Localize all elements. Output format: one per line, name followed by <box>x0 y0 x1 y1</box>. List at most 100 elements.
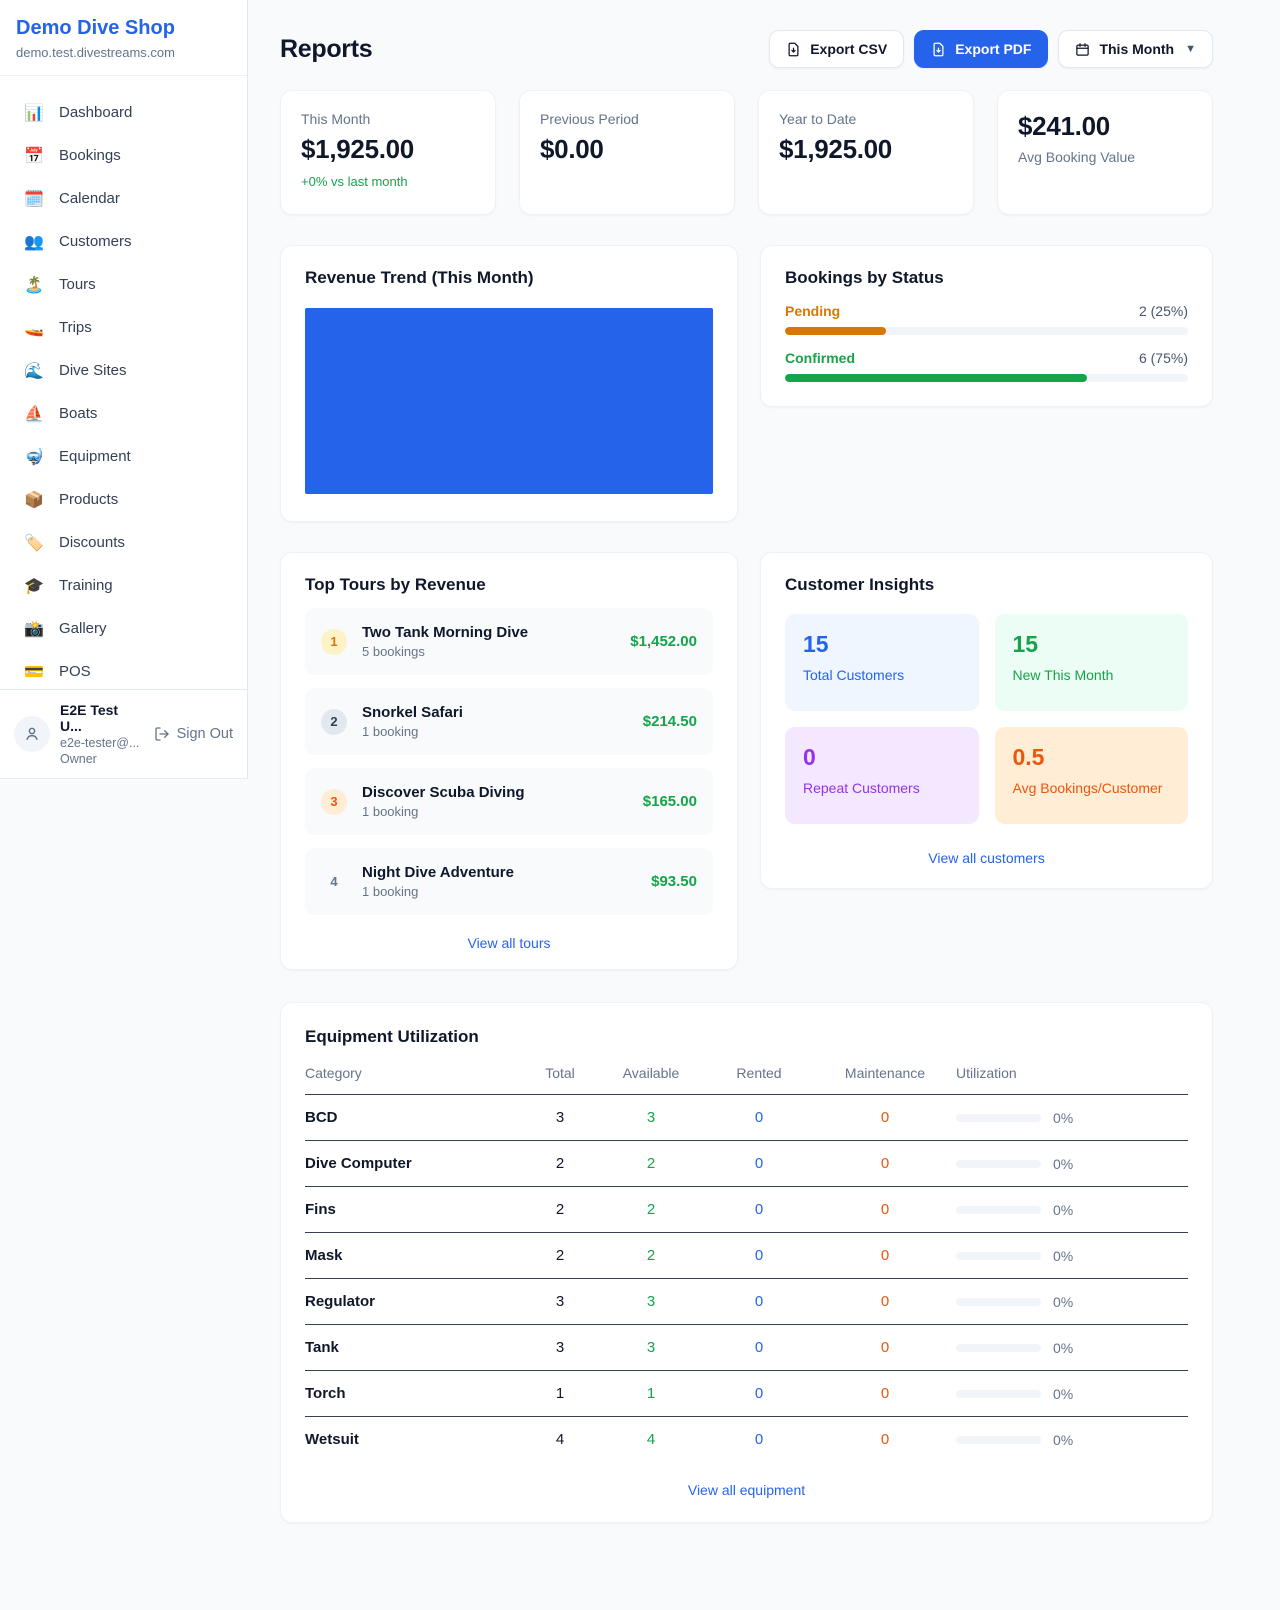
top-tours-card: Top Tours by Revenue 1 Two Tank Morning … <box>280 552 738 970</box>
avatar <box>14 716 50 752</box>
sign-out-label: Sign Out <box>176 726 233 742</box>
equipment-maintenance: 0 <box>880 1431 890 1448</box>
export-csv-button[interactable]: Export CSV <box>769 30 905 68</box>
stat-value: $241.00 <box>1018 111 1110 141</box>
status-label: Pending <box>785 303 841 319</box>
sidebar-item-label: Gallery <box>59 620 107 637</box>
sidebar-nav: 📊 Dashboard 📅 Bookings 🗓️ Calendar 👥 Custome… <box>0 76 247 704</box>
equipment-available: 4 <box>646 1431 656 1448</box>
header-actions: Export CSV Export PDF This Month ▼ <box>769 30 1213 68</box>
equipment-maintenance: 0 <box>880 1339 890 1356</box>
insights-row: Top Tours by Revenue 1 Two Tank Morning … <box>280 552 1213 970</box>
equipment-total: 4 <box>555 1431 565 1448</box>
equipment-rented: 0 <box>754 1339 764 1356</box>
charts-row: Revenue Trend (This Month) Bookings by S… <box>280 245 1213 522</box>
utilization-cell: 0% <box>956 1202 1188 1218</box>
graduation-cap-icon: 🎓 <box>24 577 44 595</box>
equipment-maintenance: 0 <box>880 1201 890 1218</box>
tile-value: 0 <box>803 744 816 770</box>
stats-row: This Month $1,925.00 +0% vs last month P… <box>280 90 1213 215</box>
sidebar-item-label: Bookings <box>59 147 121 164</box>
wave-icon: 🌊 <box>24 362 44 380</box>
table-row: Dive Computer 2 2 0 0 0% <box>305 1141 1188 1187</box>
credit-card-icon: 💳 <box>24 663 44 681</box>
stat-label: This Month <box>301 111 371 127</box>
sidebar-item-dive-sites[interactable]: 🌊 Dive Sites <box>12 349 235 392</box>
sidebar-item-pos[interactable]: 💳 POS <box>12 650 235 693</box>
view-all-tours-link[interactable]: View all tours <box>467 935 551 951</box>
view-all-customers-link[interactable]: View all customers <box>928 850 1045 866</box>
sidebar-item-discounts[interactable]: 🏷️ Discounts <box>12 521 235 564</box>
revenue-trend-title: Revenue Trend (This Month) <box>305 268 534 287</box>
customer-insights-title: Customer Insights <box>785 575 935 594</box>
sidebar-item-trips[interactable]: 🚤 Trips <box>12 306 235 349</box>
stat-card-this-month: This Month $1,925.00 +0% vs last month <box>280 90 496 215</box>
export-csv-label: Export CSV <box>810 41 888 57</box>
export-pdf-button[interactable]: Export PDF <box>914 30 1049 68</box>
sidebar-item-gallery[interactable]: 📸 Gallery <box>12 607 235 650</box>
sidebar-item-tours[interactable]: 🏝️ Tours <box>12 263 235 306</box>
sidebar-item-bookings[interactable]: 📅 Bookings <box>12 134 235 177</box>
sidebar-item-customers[interactable]: 👥 Customers <box>12 220 235 263</box>
bookings-by-status-card: Bookings by Status Pending 2 (25%) Confi… <box>760 245 1213 407</box>
rank-badge: 3 <box>321 788 347 815</box>
sidebar-item-boats[interactable]: ⛵ Boats <box>12 392 235 435</box>
tour-row: 2 Snorkel Safari 1 booking $214.50 <box>305 688 713 755</box>
table-row: Wetsuit 4 4 0 0 0% <box>305 1417 1188 1462</box>
sidebar-item-equipment[interactable]: 🤿 Equipment <box>12 435 235 478</box>
tile-total-customers: 15 Total Customers <box>785 614 979 711</box>
utilization-cell: 0% <box>956 1248 1188 1264</box>
user-info: E2E Test U... e2e-tester@... Owner <box>60 702 144 766</box>
tour-name: Discover Scuba Diving <box>362 784 525 801</box>
tile-new-this-month: 15 New This Month <box>994 614 1188 711</box>
column-header: Rented <box>736 1065 782 1081</box>
sidebar-user-area: E2E Test U... e2e-tester@... Owner Sign … <box>0 689 247 778</box>
utilization-cell: 0% <box>956 1156 1188 1172</box>
utilization-bar-track <box>956 1297 1041 1306</box>
package-icon: 📦 <box>24 491 44 509</box>
user-role: Owner <box>60 752 97 766</box>
equipment-category: Wetsuit <box>305 1431 359 1448</box>
column-header: Available <box>622 1065 680 1081</box>
table-row: Torch 1 1 0 0 0% <box>305 1371 1188 1417</box>
table-row: BCD 3 3 0 0 0% <box>305 1095 1188 1141</box>
tag-icon: 🏷️ <box>24 534 44 552</box>
table-row: Fins 2 2 0 0 0% <box>305 1187 1188 1233</box>
calendar-icon <box>1076 42 1090 56</box>
utilization-percent: 0% <box>1053 1247 1074 1264</box>
export-pdf-label: Export PDF <box>955 41 1032 57</box>
person-icon <box>26 727 38 740</box>
utilization-cell: 0% <box>956 1110 1188 1126</box>
equipment-available: 3 <box>646 1109 656 1126</box>
revenue-trend-card: Revenue Trend (This Month) <box>280 245 738 522</box>
rank-badge: 1 <box>321 628 347 655</box>
sidebar-item-training[interactable]: 🎓 Training <box>12 564 235 607</box>
view-all-equipment-link[interactable]: View all equipment <box>687 1482 806 1498</box>
rank-badge: 2 <box>321 708 347 735</box>
column-header: Total <box>545 1065 575 1081</box>
equipment-rented: 0 <box>754 1385 764 1402</box>
equipment-table-header: Category Total Available Rented Maintena… <box>305 1065 1188 1095</box>
sidebar-item-label: Tours <box>59 276 96 293</box>
stat-card-previous-period: Previous Period $0.00 <box>519 90 735 215</box>
island-icon: 🏝️ <box>24 276 44 294</box>
sidebar-item-calendar[interactable]: 🗓️ Calendar <box>12 177 235 220</box>
equipment-category: Tank <box>305 1339 339 1356</box>
sidebar-item-label: POS <box>59 663 91 680</box>
tile-avg-bookings-customer: 0.5 Avg Bookings/Customer <box>994 727 1188 824</box>
equipment-available: 2 <box>646 1155 656 1172</box>
period-dropdown[interactable]: This Month ▼ <box>1058 30 1213 68</box>
tour-bookings: 1 booking <box>362 804 419 819</box>
status-label: Confirmed <box>785 350 855 366</box>
equipment-total: 2 <box>555 1155 565 1172</box>
sidebar-item-dashboard[interactable]: 📊 Dashboard <box>12 91 235 134</box>
tile-value: 0.5 <box>1012 744 1045 770</box>
utilization-bar-track <box>956 1251 1041 1260</box>
equipment-rented: 0 <box>754 1431 764 1448</box>
sign-out-button[interactable]: Sign Out <box>154 726 233 742</box>
sidebar-item-label: Trips <box>59 319 92 336</box>
equipment-total: 1 <box>555 1385 565 1402</box>
calendar-date-icon: 📅 <box>24 147 44 165</box>
sidebar-item-products[interactable]: 📦 Products <box>12 478 235 521</box>
tile-label: New This Month <box>1012 667 1114 683</box>
